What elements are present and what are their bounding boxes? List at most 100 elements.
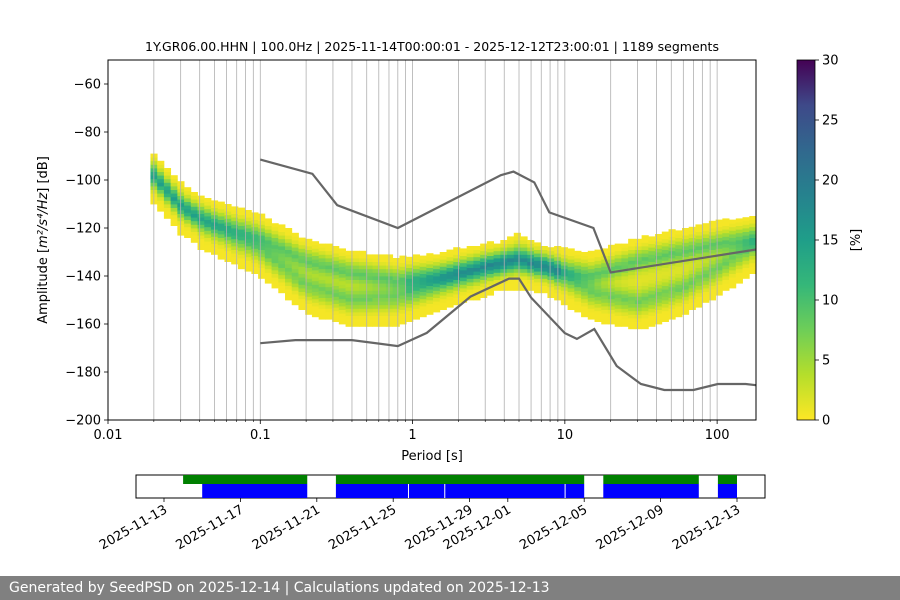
- heat-cell: [264, 254, 272, 259]
- heat-cell: [278, 271, 286, 276]
- heat-cell: [412, 276, 420, 280]
- heat-cell: [648, 315, 656, 320]
- heat-cell: [325, 294, 333, 298]
- heat-cell: [507, 247, 515, 252]
- heat-cell: [581, 262, 589, 267]
- heat-cell: [621, 304, 629, 309]
- heat-cell: [587, 283, 595, 288]
- heat-cell: [258, 242, 266, 247]
- heat-cell: [675, 270, 683, 274]
- x-tick-label: 100: [705, 428, 730, 443]
- heat-cell: [311, 255, 320, 260]
- heat-cell: [628, 292, 636, 297]
- heat-cell: [157, 164, 165, 169]
- heat-cell: [392, 279, 400, 284]
- heat-cell: [237, 236, 246, 241]
- heat-cell: [345, 272, 353, 277]
- heat-cell: [655, 266, 663, 271]
- heat-cell: [681, 231, 690, 236]
- heat-cell: [446, 292, 454, 297]
- heat-cell: [621, 272, 629, 277]
- heat-cell: [237, 254, 246, 259]
- heat-cell: [607, 320, 616, 325]
- heat-cell: [614, 319, 622, 324]
- heat-cell: [675, 306, 683, 310]
- heat-cell: [251, 212, 259, 217]
- heat-cell: [533, 289, 542, 294]
- heat-cell: [318, 243, 326, 248]
- heat-cell: [412, 265, 420, 270]
- heat-cell: [621, 243, 629, 248]
- heat-cell: [594, 256, 602, 261]
- heat-cell: [365, 254, 373, 259]
- heat-cell: [325, 304, 333, 309]
- heat-cell: [325, 243, 333, 248]
- heat-cell: [648, 304, 656, 309]
- heat-cell: [278, 246, 286, 250]
- heat-cell: [251, 266, 259, 271]
- heat-cell: [634, 292, 643, 297]
- heat-cell: [298, 241, 306, 246]
- heat-cell: [224, 258, 232, 262]
- heat-cell: [634, 238, 643, 243]
- heat-cell: [271, 252, 279, 256]
- heat-cell: [540, 256, 548, 261]
- heat-cell: [480, 250, 488, 255]
- chart-title: 1Y.GR06.00.HHN | 100.0Hz | 2025-11-14T00…: [145, 39, 719, 54]
- heat-cell: [439, 280, 447, 285]
- heat-cell: [305, 271, 313, 276]
- heat-cell: [433, 297, 441, 302]
- heat-cell: [305, 282, 313, 286]
- colorbar-tick-label: 5: [822, 354, 830, 369]
- heat-cell: [278, 235, 286, 240]
- heat-cell: [379, 276, 387, 280]
- heat-cell: [217, 252, 225, 256]
- heat-cell: [742, 253, 750, 258]
- heat-cell: [426, 278, 434, 283]
- heat-cell: [486, 266, 494, 271]
- heat-cell: [338, 284, 346, 289]
- heat-cell: [433, 258, 441, 262]
- heat-cell: [655, 320, 663, 325]
- heat-cell: [412, 312, 420, 316]
- heat-cell: [278, 228, 286, 232]
- heat-cell: [695, 264, 703, 268]
- heat-cell: [392, 315, 400, 320]
- heat-cell: [547, 283, 555, 288]
- heat-cell: [735, 240, 743, 244]
- heat-cell: [695, 253, 703, 258]
- heat-cell: [453, 258, 461, 262]
- heat-cell: [291, 265, 299, 270]
- heat-cell: [641, 253, 649, 258]
- heat-cell: [325, 301, 333, 306]
- heat-cell: [365, 276, 373, 280]
- heat-cell: [587, 265, 595, 270]
- heat-cell: [742, 224, 750, 229]
- heat-cell: [466, 249, 474, 254]
- heat-cell: [675, 244, 683, 249]
- heat-cell: [251, 255, 259, 260]
- heat-cell: [634, 274, 643, 279]
- heat-cell: [594, 292, 602, 297]
- heat-cell: [594, 303, 602, 308]
- heat-cell: [708, 271, 717, 276]
- heat-cell: [681, 235, 690, 240]
- heat-cell: [453, 250, 461, 255]
- heat-cell: [749, 252, 757, 256]
- heat-cell: [621, 322, 629, 327]
- heat-cell: [170, 200, 178, 205]
- heat-cell: [722, 268, 730, 273]
- heat-cell: [352, 272, 360, 277]
- heat-cell: [655, 273, 663, 278]
- heat-cell: [258, 267, 266, 272]
- heat-cell: [392, 322, 400, 327]
- heat-cell: [722, 276, 730, 280]
- heat-cell: [722, 225, 730, 230]
- heat-cell: [365, 258, 373, 262]
- heat-cell: [318, 254, 326, 259]
- heat-cell: [581, 259, 589, 264]
- heat-cell: [533, 271, 542, 276]
- heat-cell: [291, 261, 299, 266]
- y-tick-label: −160: [65, 318, 101, 333]
- heat-cell: [224, 254, 232, 259]
